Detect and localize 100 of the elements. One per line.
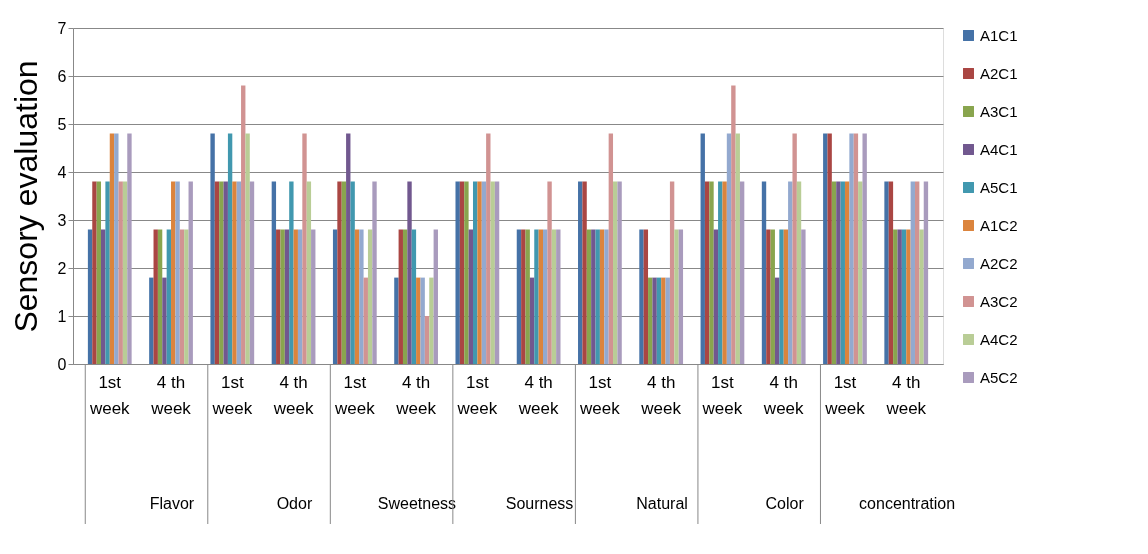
bar xyxy=(122,181,128,364)
bar xyxy=(538,229,544,364)
bar xyxy=(416,277,421,364)
x-tick-label: 4 th week xyxy=(517,372,559,418)
bar xyxy=(293,229,298,364)
bar xyxy=(223,181,228,364)
legend-label: A1C2 xyxy=(980,216,1018,234)
bar xyxy=(849,133,854,364)
bar xyxy=(424,316,430,364)
y-tick-label: 0 xyxy=(57,355,67,373)
bar xyxy=(337,181,342,364)
bar xyxy=(827,133,832,364)
text: Sourness xyxy=(505,495,574,512)
x-tick-label: 1st week xyxy=(211,372,253,418)
bar xyxy=(739,181,745,364)
bar xyxy=(888,181,894,364)
bar xyxy=(792,133,797,364)
bar xyxy=(525,229,530,364)
bar xyxy=(779,229,784,364)
bar xyxy=(599,229,605,364)
bar xyxy=(486,133,491,364)
bar xyxy=(398,229,403,364)
bar xyxy=(289,181,294,364)
bar xyxy=(766,229,771,364)
bar xyxy=(332,229,338,364)
bar xyxy=(910,181,915,364)
x-tick-label: 4 th week xyxy=(272,372,314,418)
bar xyxy=(521,229,526,364)
bar xyxy=(153,229,158,364)
bar xyxy=(591,229,596,364)
y-tick-label: 5 xyxy=(57,115,67,133)
bar xyxy=(363,277,368,364)
bar xyxy=(586,229,592,364)
bar xyxy=(249,181,255,364)
bar xyxy=(914,181,920,364)
bar xyxy=(232,181,237,364)
bar xyxy=(210,133,215,364)
bar xyxy=(893,229,898,364)
bar xyxy=(297,229,303,364)
legend-label: A3C2 xyxy=(980,292,1018,310)
bar xyxy=(862,133,867,364)
bar xyxy=(372,181,377,364)
legend-label: A4C1 xyxy=(980,140,1018,158)
bar xyxy=(836,181,841,364)
bar xyxy=(271,181,277,364)
bar xyxy=(171,181,176,364)
y-tick-label: 3 xyxy=(57,211,67,229)
x-tick-label: 1st week xyxy=(88,372,131,418)
bar xyxy=(613,181,618,364)
bar xyxy=(617,181,622,364)
bar xyxy=(801,229,806,364)
bar xyxy=(459,181,465,364)
text: Color xyxy=(765,495,805,512)
text: Odor xyxy=(276,495,313,512)
bar xyxy=(306,181,312,364)
x-tick-label: 1st week xyxy=(824,372,866,418)
bar xyxy=(543,229,548,364)
bar xyxy=(236,181,242,364)
bar xyxy=(661,277,666,364)
bar xyxy=(455,181,460,364)
bar xyxy=(639,229,644,364)
x-tick-label: 4 th week xyxy=(762,372,805,418)
bar xyxy=(901,229,907,364)
x-tick-label: 1st week xyxy=(579,372,621,418)
legend-label: A3C1 xyxy=(980,102,1018,120)
bar xyxy=(179,229,185,364)
bar xyxy=(284,229,290,364)
bar xyxy=(884,181,889,364)
bar xyxy=(468,229,473,364)
bar xyxy=(718,181,723,364)
x-tick-label: 4 th week xyxy=(640,372,682,418)
y-tick-label: 6 xyxy=(57,67,67,85)
bar xyxy=(464,181,469,364)
bar xyxy=(831,181,837,364)
bar xyxy=(472,181,478,364)
bar xyxy=(302,133,307,364)
bar xyxy=(665,277,670,364)
bar xyxy=(516,229,522,364)
bar xyxy=(529,277,535,364)
y-tick-label: 2 xyxy=(57,259,67,277)
x-tick-label: 4 th week xyxy=(885,372,927,418)
bar xyxy=(433,229,438,364)
legend-label: A1C1 xyxy=(980,26,1018,44)
bar xyxy=(105,181,110,364)
bar xyxy=(114,133,119,364)
bar xyxy=(354,229,360,364)
y-tick-label: 4 xyxy=(57,163,67,181)
legend-label: A5C2 xyxy=(980,368,1018,386)
text: concentration xyxy=(859,495,956,512)
bar xyxy=(245,133,250,364)
bar xyxy=(127,133,132,364)
bar xyxy=(359,229,364,364)
bar xyxy=(109,133,115,364)
bar xyxy=(923,181,929,364)
bar xyxy=(669,181,675,364)
bar xyxy=(556,229,561,364)
bar xyxy=(700,133,705,364)
legend-label: A5C1 xyxy=(980,178,1018,196)
bar xyxy=(494,181,500,364)
bar xyxy=(551,229,557,364)
